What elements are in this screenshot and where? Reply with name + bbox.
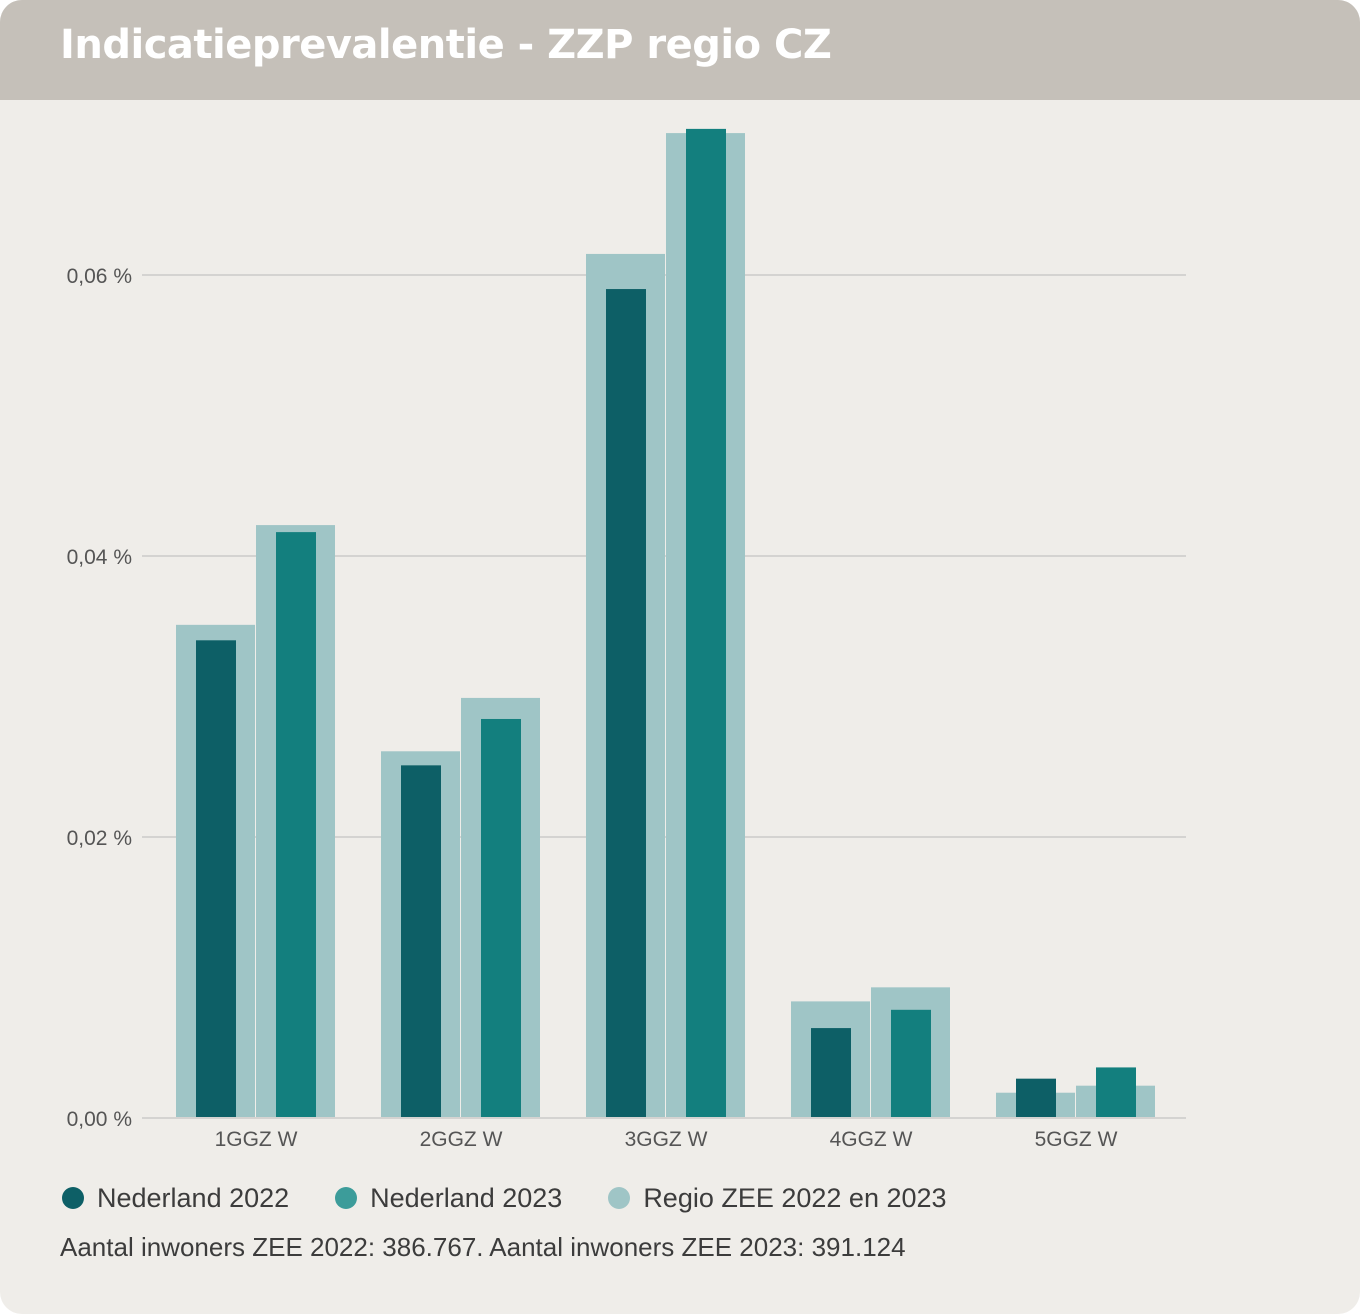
y-tick-label: 0,02 % (67, 827, 132, 850)
chart-title: Indicatieprevalentie - ZZP regio CZ (60, 22, 832, 68)
x-tick-label: 2GGZ W (420, 1128, 503, 1151)
footnote: Aantal inwoners ZEE 2022: 386.767. Aanta… (60, 1232, 906, 1262)
bar-nederland-2022 (401, 765, 441, 1118)
bar-nederland-2023 (686, 128, 726, 1118)
legend: Nederland 2022 Nederland 2023 Regio ZEE … (62, 1180, 993, 1216)
legend-item-nederland-2023[interactable]: Nederland 2023 (335, 1183, 562, 1214)
legend-label: Nederland 2023 (370, 1182, 563, 1213)
legend-swatch (335, 1187, 358, 1209)
y-tick-label: 0,00 % (67, 1108, 132, 1131)
bar-nederland-2022 (196, 640, 236, 1118)
legend-label: Nederland 2022 (97, 1182, 290, 1213)
bar-nederland-2023 (276, 532, 316, 1118)
bar-nederland-2022 (606, 289, 646, 1118)
legend-swatch (608, 1187, 631, 1209)
y-tick-label: 0,06 % (67, 265, 132, 288)
bar-nederland-2023 (1096, 1067, 1136, 1118)
x-tick-label: 1GGZ W (215, 1128, 298, 1151)
x-tick-label: 3GGZ W (625, 1128, 708, 1151)
legend-item-nederland-2022[interactable]: Nederland 2022 (62, 1183, 289, 1214)
y-tick-label: 0,04 % (67, 546, 132, 569)
legend-item-regio-zee[interactable]: Regio ZEE 2022 en 2023 (608, 1182, 947, 1214)
x-tick-label: 5GGZ W (1035, 1128, 1118, 1151)
title-bar: Indicatieprevalentie - ZZP regio CZ (0, 0, 1360, 100)
legend-swatch (62, 1187, 84, 1209)
bar-nederland-2023 (891, 1009, 931, 1118)
bar-nederland-2022 (1016, 1078, 1056, 1118)
legend-label: Regio ZEE 2022 en 2023 (643, 1182, 947, 1213)
bar-nederland-2023 (481, 718, 521, 1118)
bar-nederland-2022 (811, 1028, 851, 1118)
x-tick-label: 4GGZ W (830, 1128, 913, 1151)
